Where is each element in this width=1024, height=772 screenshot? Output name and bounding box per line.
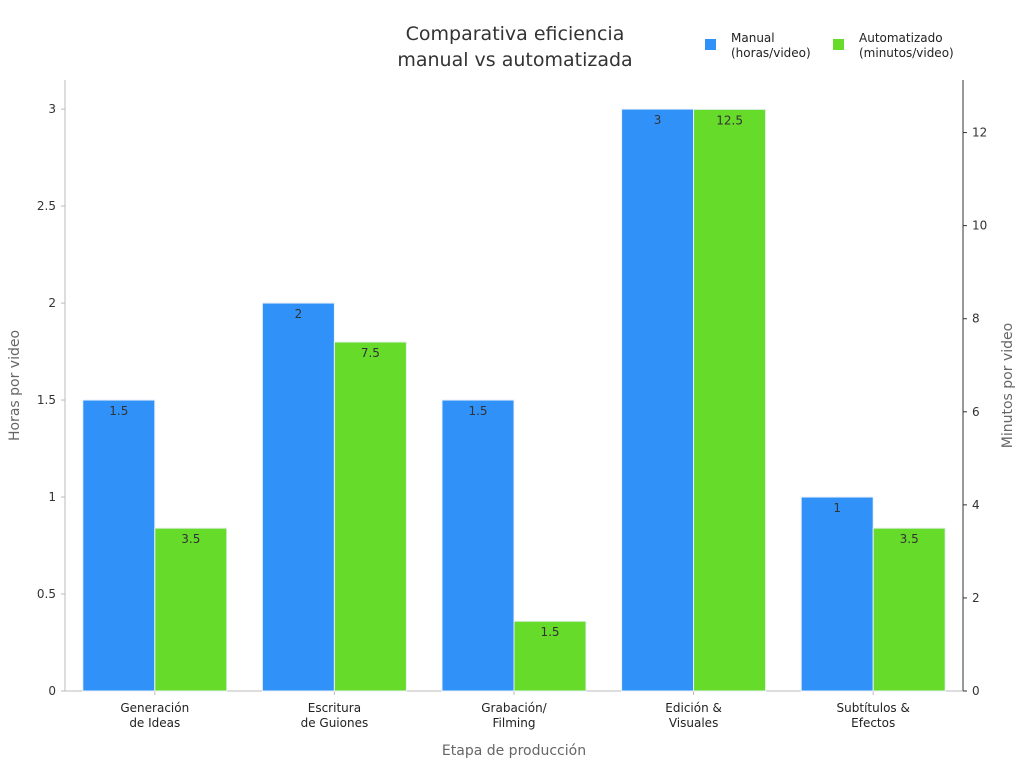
y-right-tick-label: 4	[972, 498, 980, 512]
bar-manual	[621, 108, 695, 692]
chart-title: Comparativa eficiencia	[406, 23, 625, 45]
bar-value-label: 1.5	[109, 404, 128, 418]
y-left-tick-label: 0.5	[37, 587, 56, 601]
y-left-tick-label: 3	[48, 102, 56, 116]
y-right-tick-label: 12	[972, 126, 987, 140]
y-left-tick-label: 2.5	[37, 199, 56, 213]
y-right-tick-label: 8	[972, 312, 980, 326]
bar-manual	[800, 496, 874, 692]
x-tick-label: Grabación/	[481, 701, 547, 715]
chart-title: manual vs automatizada	[397, 49, 632, 71]
bar-manual	[261, 302, 335, 692]
y-right-tick-label: 2	[972, 591, 980, 605]
bar-value-label: 2	[295, 307, 303, 321]
bar-automatizado	[333, 341, 407, 692]
x-tick-label: Edición &	[665, 701, 722, 715]
y-left-axis-label: Horas por video	[7, 330, 23, 441]
y-right-axis-label: Minutos por video	[1000, 323, 1016, 448]
bar-value-label: 12.5	[716, 113, 743, 127]
x-tick-label: de Guiones	[301, 716, 369, 730]
y-right-tick-label: 6	[972, 405, 980, 419]
bar-automatizado	[154, 527, 228, 692]
y-right-tick-label: 0	[972, 684, 980, 698]
bar-manual	[82, 399, 156, 692]
y-left-tick-label: 1	[48, 490, 56, 504]
x-tick-label: de Ideas	[129, 716, 180, 730]
x-tick-label: Visuales	[669, 716, 718, 730]
x-tick-label: Efectos	[851, 716, 895, 730]
bar-value-label: 3	[654, 113, 662, 127]
legend-swatch	[833, 39, 844, 50]
legend-label: (minutos/video)	[859, 46, 954, 60]
legend-swatch	[705, 39, 716, 50]
bar-value-label: 1	[833, 501, 841, 515]
x-tick-label: Generación	[120, 701, 189, 715]
x-tick-label: Filming	[493, 716, 536, 730]
bar-automatizado	[693, 108, 767, 692]
y-left-tick-label: 0	[48, 684, 56, 698]
legend-label: Manual	[731, 31, 775, 45]
y-left-tick-label: 1.5	[37, 393, 56, 407]
bar-automatizado	[872, 527, 946, 692]
bar-manual	[441, 399, 515, 692]
y-left-tick-label: 2	[48, 296, 56, 310]
bar-value-label: 7.5	[361, 346, 380, 360]
legend-label: (horas/video)	[731, 46, 811, 60]
bar-automatizado	[513, 620, 587, 692]
bar-value-label: 1.5	[540, 625, 559, 639]
bar-value-label: 3.5	[900, 532, 919, 546]
y-right-tick-label: 10	[972, 219, 987, 233]
x-tick-label: Escritura	[308, 701, 361, 715]
bar-value-label: 3.5	[181, 532, 200, 546]
x-tick-label: Subtítulos &	[837, 701, 910, 715]
legend-label: Automatizado	[859, 31, 943, 45]
bar-value-label: 1.5	[468, 404, 487, 418]
x-axis-label: Etapa de producción	[442, 743, 586, 759]
